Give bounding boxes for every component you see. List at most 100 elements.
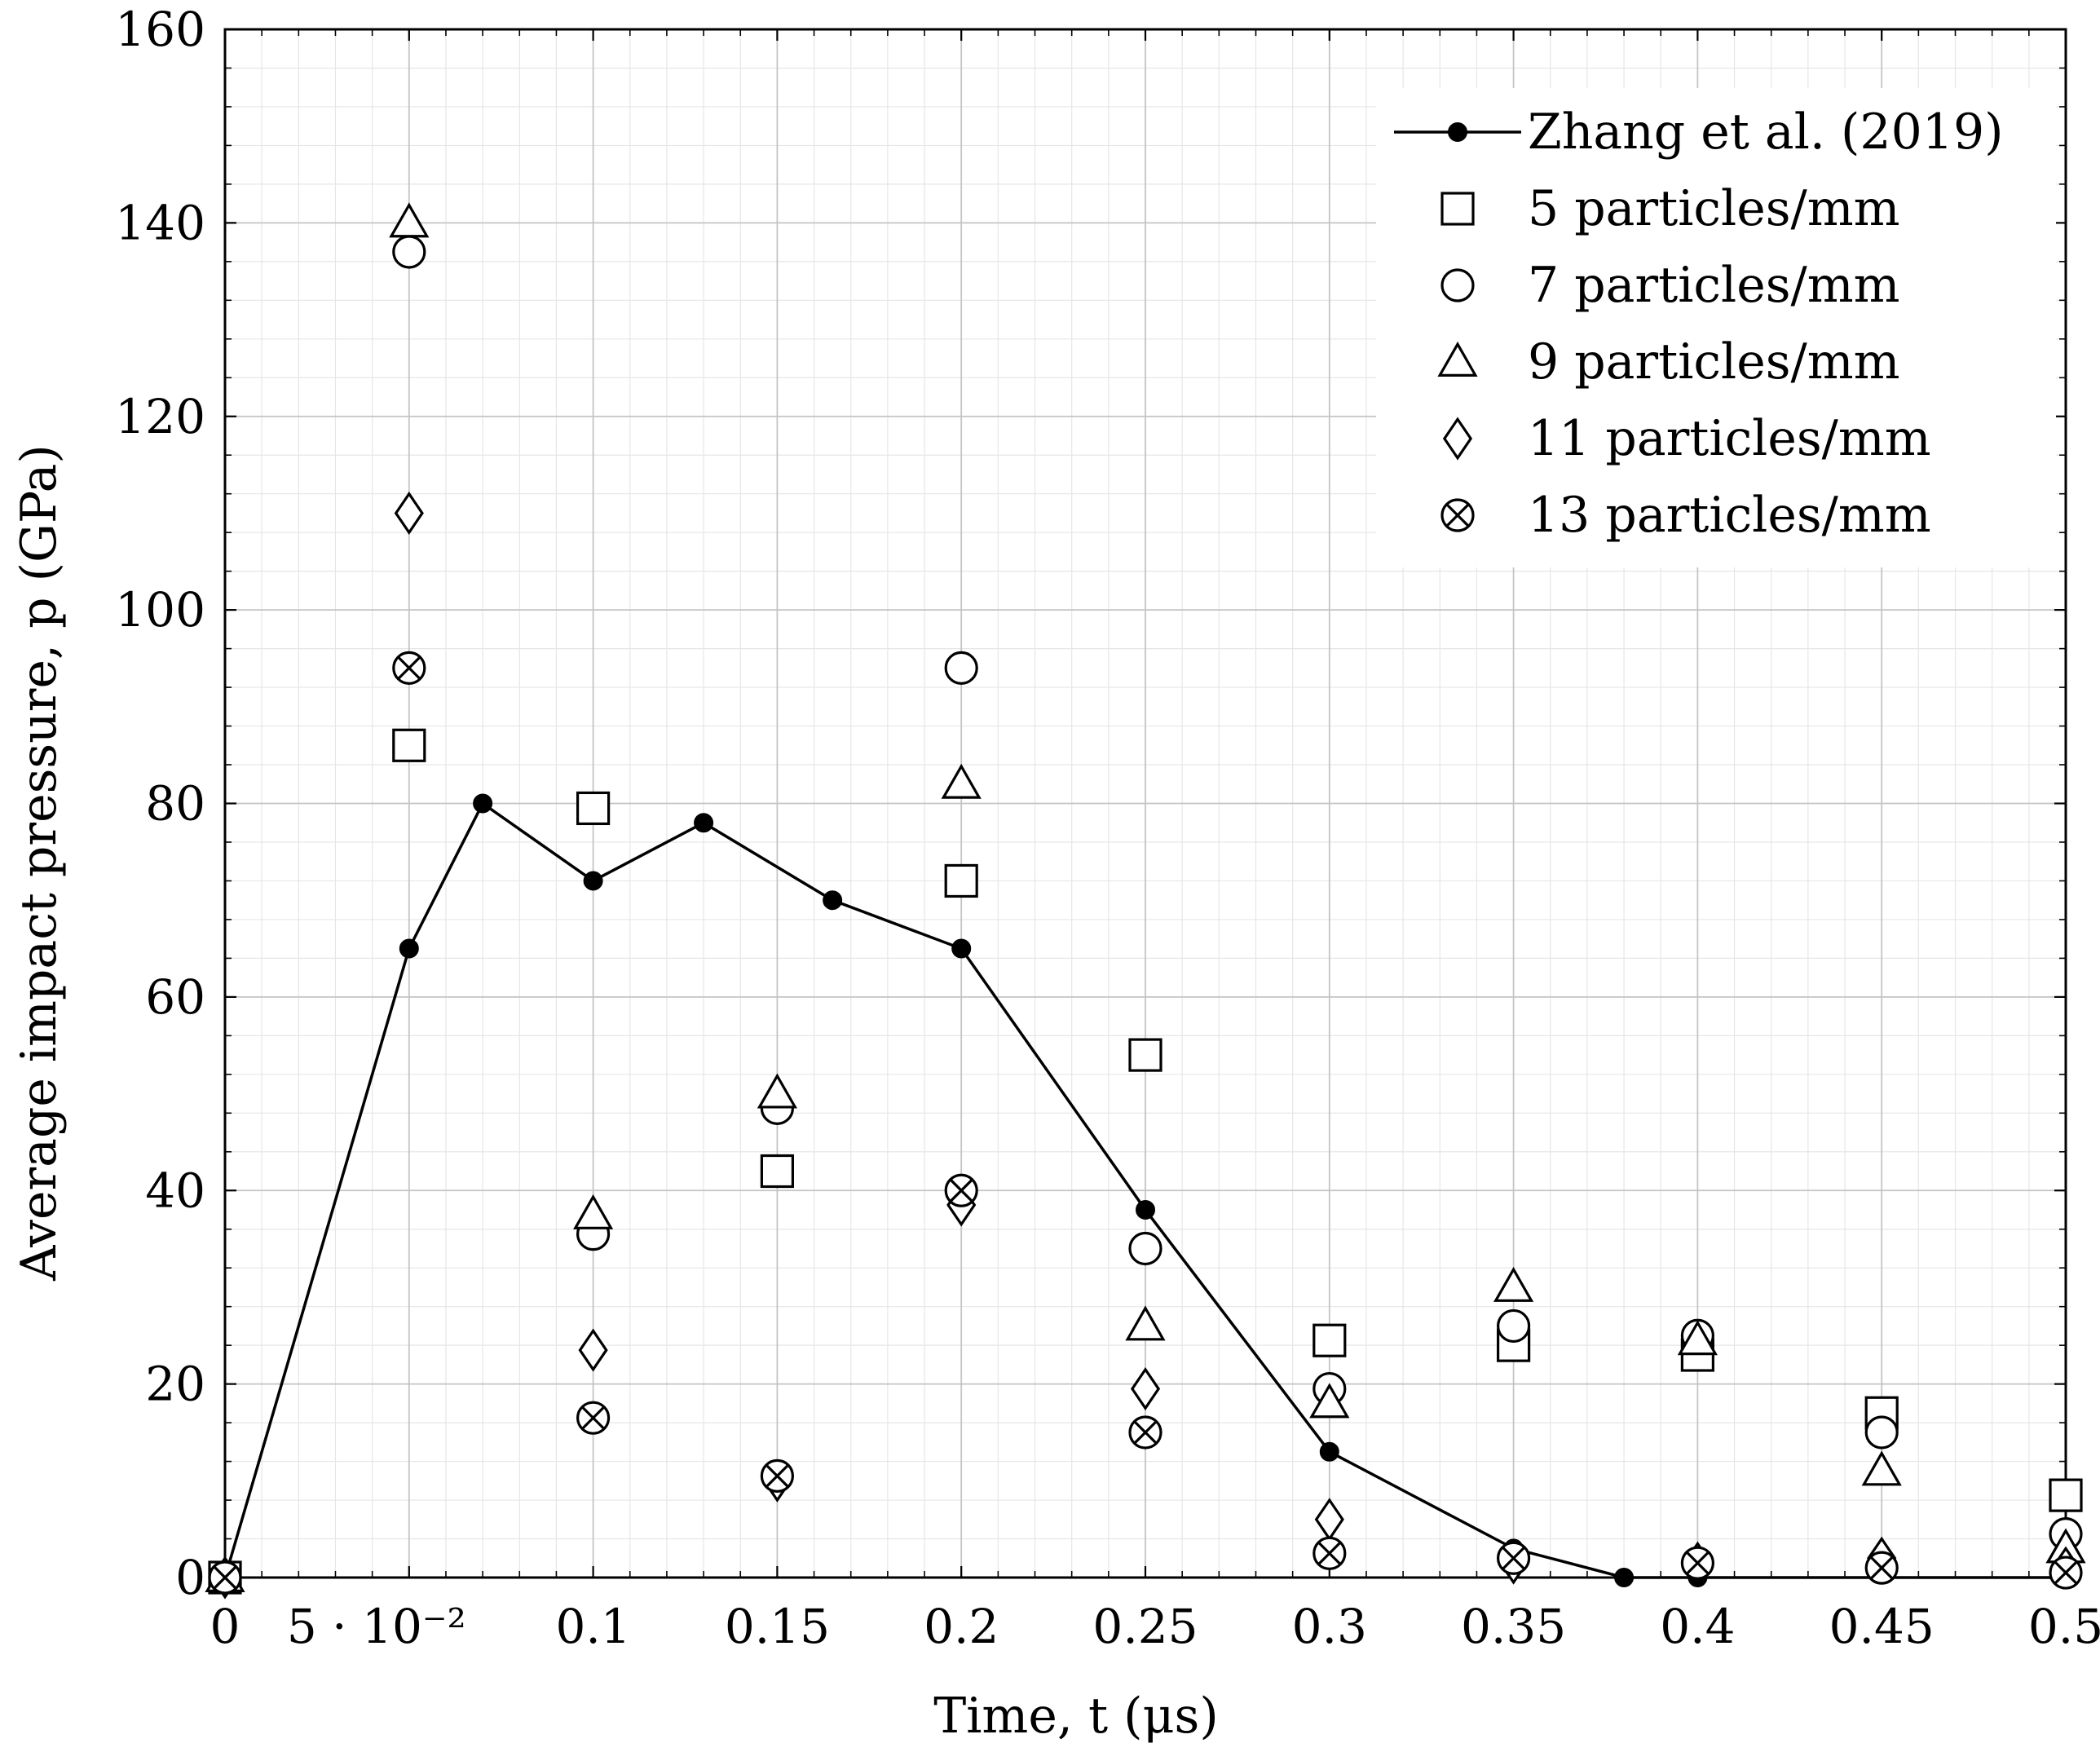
data-point-7-particles-mm [1864, 1415, 1899, 1450]
data-point-11-particles-mm [578, 1328, 608, 1372]
data-point-5-particles-mm [392, 728, 426, 762]
data-point-13-particles-mm-cross-b [1502, 1546, 1526, 1570]
data-point-zhang-et-al-2019 [1136, 1199, 1155, 1220]
data-point-9-particles-mm [1861, 1450, 1902, 1486]
legend-label-7-particles-mm: 7 particles/mm [1528, 257, 1900, 314]
y-tick-label: 100 [115, 582, 205, 638]
legend-entry-13-particles-mm: 13 particles/mm [1440, 487, 1931, 544]
data-point-5-particles-mm [1312, 1323, 1347, 1357]
data-point-5-particles-mm [576, 791, 611, 826]
x-tick-label: 0.45 [1829, 1599, 1935, 1654]
x-tick-label: 0.4 [1660, 1599, 1735, 1654]
data-point-13-particles-mm [1864, 1551, 1899, 1585]
legend-entry-9-particles-mm: 9 particles/mm [1437, 333, 1900, 391]
legend-label-9-particles-mm: 9 particles/mm [1528, 333, 1900, 391]
data-point-13-particles-mm [2049, 1556, 2083, 1590]
data-point-zhang-et-al-2019 [1614, 1568, 1635, 1587]
y-tick-label: 60 [145, 969, 205, 1025]
x-tick-label: 0.5 [2028, 1599, 2100, 1654]
data-point-13-particles-mm [1496, 1541, 1531, 1575]
data-point-9-particles-mm [1125, 1305, 1166, 1341]
x-tick-label: 0.25 [1092, 1599, 1198, 1654]
y-tick-label: 40 [145, 1163, 205, 1218]
data-point-7-particles-mm [392, 235, 426, 269]
data-point-5-particles-mm [944, 863, 978, 898]
data-point-zhang-et-al-2019 [1319, 1441, 1339, 1462]
legend-marker-13-particles-mm-cross-b [1445, 503, 1470, 527]
data-point-13-particles-mm-cross-b [213, 1565, 237, 1590]
data-point-9-particles-mm [1493, 1266, 1534, 1302]
y-tick-label: 120 [115, 389, 205, 444]
data-point-7-particles-mm [1496, 1308, 1531, 1344]
data-point-13-particles-mm [208, 1560, 242, 1595]
data-point-9-particles-mm [1309, 1383, 1350, 1419]
legend-marker-11-particles-mm [1442, 417, 1473, 461]
data-point-9-particles-mm [389, 202, 430, 238]
y-tick-label: 160 [115, 2, 205, 57]
legend-label-11-particles-mm: 11 particles/mm [1528, 410, 1931, 467]
legend-label-5-particles-mm: 5 particles/mm [1528, 180, 1900, 237]
legend-marker-7-particles-mm [1440, 268, 1475, 302]
data-point-13-particles-mm [576, 1401, 611, 1435]
x-tick-label: 0.35 [1461, 1599, 1566, 1654]
data-point-5-particles-mm [760, 1154, 795, 1189]
data-point-13-particles-mm-cross-b [1133, 1420, 1158, 1445]
legend: Zhang et al. (2019) 5 particles/mm 7 parti… [1376, 88, 2056, 567]
data-point-13-particles-mm-cross-b [2054, 1560, 2078, 1585]
x-tick-labels: 0 5 · 10⁻² 0.1 0.15 0.2 0.25 0.3 0.35 0.4 0.45 0.5 [210, 1599, 2100, 1654]
data-point-zhang-et-al-2019 [399, 938, 419, 959]
legend-entry-zhang-et-al-2019: Zhang et al. (2019) [1394, 104, 2004, 161]
legend-entry-5-particles-mm: 5 particles/mm [1440, 180, 1900, 237]
data-point-9-particles-mm [572, 1194, 614, 1229]
legend-label-zhang-et-al-2019: Zhang et al. (2019) [1528, 104, 2004, 161]
x-tick-label: 0.2 [924, 1599, 999, 1654]
data-point-11-particles-mm [1130, 1366, 1161, 1411]
y-axis-label: Average impact pressure, p (GPa) [11, 444, 68, 1282]
data-point-13-particles-mm-cross-b [1317, 1541, 1342, 1565]
data-point-5-particles-mm [1128, 1038, 1162, 1072]
x-tick-label: 0.3 [1292, 1599, 1367, 1654]
data-point-13-particles-mm-cross-b [581, 1406, 606, 1430]
legend-marker-9-particles-mm [1437, 341, 1478, 377]
data-point-7-particles-mm [944, 651, 978, 685]
x-axis-label: Time, t (μs) [933, 1688, 1219, 1745]
data-point-13-particles-mm-cross-b [1869, 1556, 1894, 1580]
legend-marker-zhang-et-al-2019 [1448, 122, 1467, 142]
data-point-13-particles-mm-cross-b [1685, 1551, 1710, 1575]
data-point-13-particles-mm [1312, 1536, 1347, 1570]
data-point-9-particles-mm [1677, 1320, 1718, 1356]
data-point-zhang-et-al-2019 [823, 890, 843, 911]
y-tick-labels: 0 20 40 60 80 100 120 140 160 [115, 2, 205, 1605]
x-tick-label: 0.15 [725, 1599, 830, 1654]
legend-marker-13-particles-mm [1440, 498, 1475, 532]
data-point-7-particles-mm [1128, 1231, 1162, 1266]
data-point-13-particles-mm [760, 1459, 795, 1493]
legend-marker-5-particles-mm [1440, 192, 1475, 226]
data-point-13-particles-mm-cross-b [397, 655, 421, 680]
legend-entry-11-particles-mm: 11 particles/mm [1442, 410, 1931, 467]
data-point-13-particles-mm-cross-b [949, 1178, 973, 1203]
y-tick-label: 140 [115, 195, 205, 250]
series-13-particles-mm [208, 651, 2083, 1595]
data-point-9-particles-mm [757, 1073, 798, 1109]
legend-label-13-particles-mm: 13 particles/mm [1528, 487, 1931, 544]
data-point-13-particles-mm-cross-b [765, 1463, 789, 1488]
x-tick-label: 0 [210, 1599, 240, 1654]
data-point-zhang-et-al-2019 [583, 871, 603, 891]
data-point-zhang-et-al-2019 [951, 938, 972, 959]
data-point-5-particles-mm [2049, 1478, 2083, 1512]
data-point-11-particles-mm [394, 491, 424, 536]
series-layer [205, 202, 2086, 1600]
data-point-zhang-et-al-2019 [473, 793, 493, 814]
data-point-13-particles-mm [392, 651, 426, 685]
y-tick-label: 80 [145, 776, 205, 832]
legend-entry-7-particles-mm: 7 particles/mm [1440, 257, 1900, 314]
data-point-9-particles-mm [941, 763, 982, 799]
y-tick-label: 0 [175, 1550, 205, 1605]
x-tick-label: 0.1 [555, 1599, 630, 1654]
legend-box [1376, 88, 2056, 567]
y-tick-label: 20 [145, 1357, 205, 1412]
data-point-13-particles-mm [1680, 1546, 1714, 1580]
data-point-13-particles-mm [1128, 1415, 1162, 1450]
